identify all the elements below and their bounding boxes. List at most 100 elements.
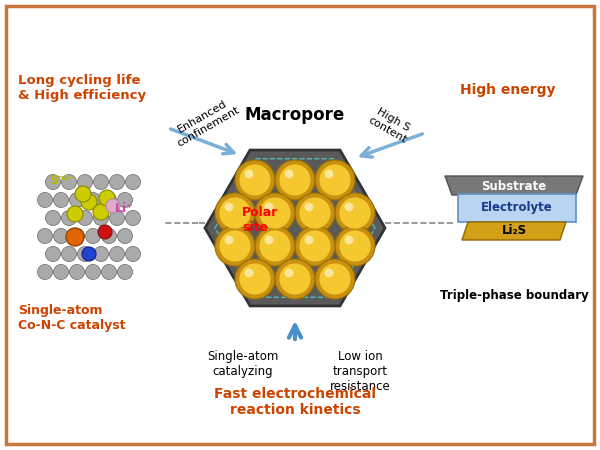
Circle shape [110, 175, 125, 189]
Circle shape [220, 230, 251, 261]
Circle shape [118, 229, 133, 243]
Circle shape [344, 236, 353, 244]
Circle shape [53, 229, 68, 243]
Text: Electrolyte: Electrolyte [481, 202, 553, 215]
Circle shape [125, 211, 140, 225]
Circle shape [259, 198, 290, 229]
Circle shape [46, 211, 61, 225]
Circle shape [319, 164, 350, 196]
Circle shape [220, 198, 251, 229]
Circle shape [62, 247, 77, 261]
Circle shape [86, 193, 101, 207]
FancyBboxPatch shape [458, 194, 576, 222]
Text: Macropore: Macropore [245, 106, 345, 124]
Text: Substrate: Substrate [481, 180, 547, 193]
Circle shape [215, 226, 255, 266]
Text: Single-atom
Co-N-C catalyst: Single-atom Co-N-C catalyst [18, 304, 125, 332]
Circle shape [255, 226, 295, 266]
Circle shape [77, 211, 92, 225]
Text: High S
content: High S content [366, 105, 414, 145]
Circle shape [81, 194, 97, 210]
Text: Sⁿ²⁻: Sⁿ²⁻ [49, 174, 76, 186]
Text: Triple-phase boundary: Triple-phase boundary [440, 288, 589, 302]
Circle shape [335, 193, 375, 233]
Circle shape [275, 160, 315, 200]
Circle shape [284, 170, 293, 178]
Circle shape [37, 265, 53, 279]
Text: Low ion
transport
resistance: Low ion transport resistance [329, 350, 391, 393]
Circle shape [335, 226, 375, 266]
Circle shape [315, 259, 355, 299]
Polygon shape [205, 150, 385, 306]
Text: Li⁺: Li⁺ [115, 202, 134, 215]
Circle shape [325, 269, 334, 277]
Circle shape [259, 230, 290, 261]
Circle shape [94, 211, 109, 225]
Circle shape [305, 236, 313, 244]
Polygon shape [445, 176, 583, 195]
Polygon shape [462, 222, 566, 240]
Circle shape [46, 175, 61, 189]
Circle shape [98, 225, 112, 239]
Circle shape [77, 247, 92, 261]
Circle shape [344, 202, 353, 211]
Circle shape [299, 198, 331, 229]
Circle shape [110, 247, 125, 261]
Circle shape [99, 190, 115, 206]
Circle shape [62, 211, 77, 225]
Circle shape [239, 164, 271, 196]
Text: Li₂S: Li₂S [502, 225, 527, 238]
Circle shape [265, 236, 274, 244]
Circle shape [235, 259, 275, 299]
Circle shape [280, 263, 311, 295]
Circle shape [70, 193, 85, 207]
Circle shape [110, 211, 125, 225]
Circle shape [53, 193, 68, 207]
Circle shape [70, 265, 85, 279]
Circle shape [37, 229, 53, 243]
Text: High energy: High energy [460, 83, 556, 97]
Circle shape [125, 247, 140, 261]
Circle shape [299, 230, 331, 261]
Circle shape [295, 193, 335, 233]
Circle shape [94, 175, 109, 189]
Text: Polar
site: Polar site [242, 206, 278, 234]
Text: Fast electrochemical
reaction kinetics: Fast electrochemical reaction kinetics [214, 387, 376, 417]
Circle shape [305, 202, 313, 211]
Circle shape [315, 160, 355, 200]
Circle shape [37, 193, 53, 207]
Circle shape [53, 265, 68, 279]
Circle shape [245, 269, 253, 277]
Circle shape [340, 198, 371, 229]
Circle shape [86, 265, 101, 279]
Circle shape [224, 202, 233, 211]
Circle shape [94, 247, 109, 261]
Circle shape [82, 247, 96, 261]
Circle shape [340, 230, 371, 261]
Circle shape [101, 229, 116, 243]
Circle shape [325, 170, 334, 178]
Circle shape [67, 206, 83, 222]
Circle shape [118, 265, 133, 279]
Text: Enhanced
confinement: Enhanced confinement [169, 95, 241, 149]
Circle shape [319, 263, 350, 295]
Circle shape [265, 202, 274, 211]
Circle shape [62, 175, 77, 189]
Circle shape [106, 199, 120, 213]
Text: Single-atom
catalyzing: Single-atom catalyzing [208, 350, 278, 378]
Circle shape [70, 229, 85, 243]
Circle shape [118, 193, 133, 207]
Circle shape [93, 204, 109, 220]
Circle shape [75, 186, 91, 202]
Circle shape [125, 175, 140, 189]
Circle shape [255, 193, 295, 233]
Circle shape [77, 175, 92, 189]
Circle shape [66, 228, 84, 246]
Circle shape [46, 247, 61, 261]
Circle shape [224, 236, 233, 244]
Circle shape [245, 170, 253, 178]
Circle shape [215, 193, 255, 233]
Circle shape [295, 226, 335, 266]
Text: Long cycling life
& High efficiency: Long cycling life & High efficiency [18, 74, 146, 102]
Circle shape [235, 160, 275, 200]
